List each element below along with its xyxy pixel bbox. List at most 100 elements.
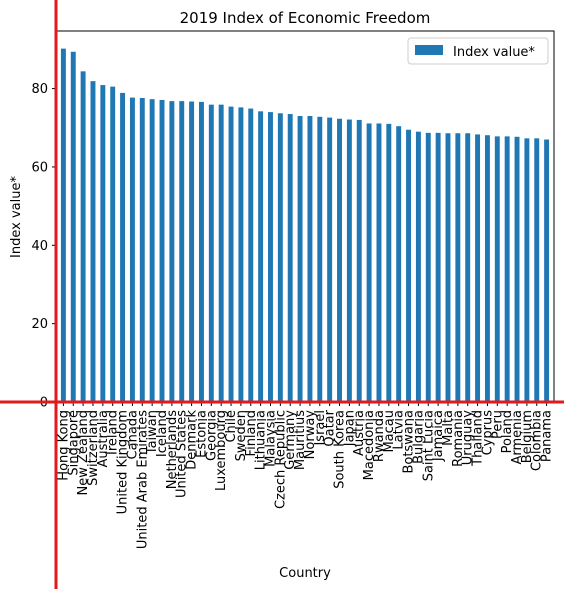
bar bbox=[268, 112, 273, 402]
x-tick-label: Peru bbox=[490, 410, 505, 439]
x-tick-label: Austria bbox=[352, 410, 367, 456]
x-tick-label: Mauritius bbox=[293, 410, 308, 470]
bar bbox=[406, 129, 412, 402]
bar bbox=[248, 108, 254, 402]
bar bbox=[396, 126, 402, 402]
bar bbox=[189, 101, 195, 403]
bar bbox=[317, 116, 323, 403]
x-tick-label: Latvia bbox=[392, 410, 407, 450]
bar bbox=[465, 133, 471, 402]
bar bbox=[327, 117, 333, 402]
bar bbox=[238, 107, 244, 402]
x-tick-label: Czech Republic bbox=[273, 410, 288, 509]
bar bbox=[346, 119, 352, 402]
bar bbox=[90, 81, 96, 403]
bar bbox=[258, 111, 264, 402]
y-tick-label: 80 bbox=[31, 82, 48, 97]
bar bbox=[277, 113, 283, 403]
x-tick-label: Georgia bbox=[204, 410, 219, 461]
x-tick-label: Australia bbox=[96, 410, 111, 468]
x-tick-label: Sweden bbox=[234, 410, 249, 461]
bar bbox=[70, 51, 76, 402]
x-tick-label: Armenia bbox=[510, 410, 525, 465]
x-tick-label: Macau bbox=[382, 410, 397, 453]
bar bbox=[80, 71, 86, 402]
x-tick-label: Iceland bbox=[155, 410, 170, 457]
bar bbox=[297, 116, 303, 402]
x-tick-label: Malta bbox=[441, 410, 456, 446]
x-tick-label: Lithuania bbox=[254, 410, 269, 470]
x-axis-label: Country bbox=[279, 566, 331, 581]
x-tick-label: Taiwan bbox=[145, 410, 160, 455]
x-tick-label: Finland bbox=[244, 410, 259, 456]
x-tick-label: Denmark bbox=[185, 410, 200, 470]
x-tick-label: Qatar bbox=[323, 409, 338, 446]
y-tick-label: 60 bbox=[31, 160, 48, 175]
bar bbox=[179, 101, 185, 402]
legend-frame bbox=[407, 37, 549, 65]
chart-title: 2019 Index of Economic Freedom bbox=[180, 9, 431, 27]
x-tick-label: United Kingdom bbox=[116, 410, 131, 514]
bar bbox=[129, 97, 135, 402]
x-tick-label: Israel bbox=[313, 410, 328, 446]
bar bbox=[149, 99, 155, 403]
x-tick-label: Thailand bbox=[471, 410, 486, 467]
bar bbox=[159, 99, 165, 402]
x-tick-label: Japan bbox=[342, 410, 357, 447]
x-tick-label: United Arab Emirates bbox=[135, 410, 150, 549]
x-tick-label: Norway bbox=[303, 410, 318, 460]
x-tick-label: Germany bbox=[283, 410, 298, 470]
legend-swatch bbox=[415, 45, 443, 55]
x-tick-label: Hong Kong bbox=[56, 410, 71, 481]
x-tick-label: New Zealand bbox=[76, 410, 91, 495]
bar-series bbox=[60, 48, 550, 403]
bar bbox=[386, 123, 392, 402]
bar bbox=[445, 133, 451, 402]
bar bbox=[100, 85, 106, 402]
legend: Index value* bbox=[407, 37, 549, 65]
bar bbox=[435, 132, 441, 403]
x-tick-label: Jamaica bbox=[431, 410, 446, 462]
x-tick-label: Botswana bbox=[402, 410, 417, 474]
x-tick-label: Singapore bbox=[66, 410, 81, 476]
x-tick-label: Colombia bbox=[530, 410, 545, 471]
x-tick-label: Switzerland bbox=[86, 410, 101, 486]
bar bbox=[484, 135, 490, 402]
x-tick-label: Estonia bbox=[194, 410, 209, 458]
bar bbox=[198, 101, 204, 402]
x-tick-label: Panama bbox=[540, 410, 555, 462]
bar bbox=[356, 119, 362, 403]
x-tick-label: Belgium bbox=[520, 410, 535, 463]
bar bbox=[534, 138, 540, 402]
x-tick-label: Luxembourg bbox=[214, 410, 229, 491]
y-tick-label: 40 bbox=[31, 239, 48, 254]
x-tick-label: Romania bbox=[451, 410, 466, 467]
bar bbox=[307, 116, 313, 402]
x-tick-label: Macedonia bbox=[362, 410, 377, 480]
x-tick-label: Cyprus bbox=[480, 410, 495, 456]
y-tick-labels: 020406080 bbox=[31, 82, 56, 411]
x-tick-label: Canada bbox=[125, 410, 140, 459]
x-tick-label: United States bbox=[175, 410, 190, 498]
y-tick-label: 20 bbox=[31, 317, 48, 332]
bar bbox=[415, 131, 421, 402]
x-tick-label: Rwanda bbox=[372, 410, 387, 462]
bar bbox=[455, 133, 461, 402]
bar bbox=[110, 86, 116, 402]
x-tick-label: Poland bbox=[500, 410, 515, 453]
bar bbox=[337, 118, 342, 402]
bar bbox=[504, 136, 510, 402]
x-tick-label: South Korea bbox=[333, 410, 348, 489]
x-tick-label: Bulgaria bbox=[411, 410, 426, 464]
x-tick-label: Chile bbox=[224, 410, 239, 443]
y-axis-label: Index value* bbox=[9, 176, 24, 258]
legend-label: Index value* bbox=[453, 45, 535, 60]
bar bbox=[494, 136, 500, 402]
bar bbox=[139, 97, 145, 403]
bar bbox=[544, 139, 550, 402]
bar bbox=[475, 134, 481, 402]
bar bbox=[425, 132, 431, 403]
bar bbox=[169, 101, 175, 402]
